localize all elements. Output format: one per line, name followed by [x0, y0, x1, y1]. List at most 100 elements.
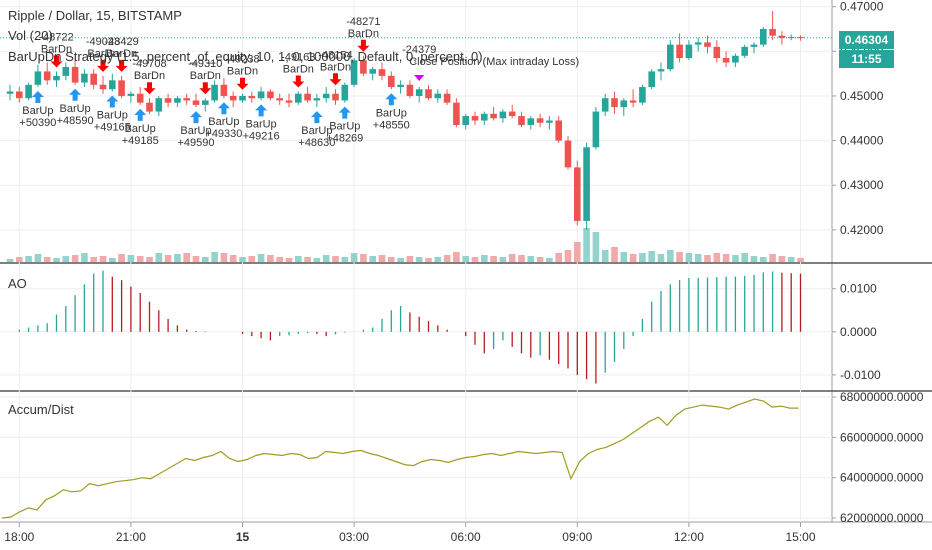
volume-bar: [574, 242, 581, 262]
candle-body: [118, 80, 125, 96]
sell-signal-label: BarDn: [227, 66, 258, 78]
volume-bar: [546, 258, 553, 262]
ad-axis-tick-label: 62000000.0000: [840, 511, 924, 525]
price-axis-tick-label: 0.45000: [840, 89, 884, 103]
volume-bar: [611, 247, 618, 262]
volume-bar: [741, 253, 748, 262]
candle-body: [425, 89, 432, 99]
candle-body: [183, 98, 190, 101]
volume-bar: [313, 258, 321, 262]
time-tick-label: 18:00: [4, 530, 34, 544]
sell-signal-label: BarDn: [348, 28, 379, 40]
volume-bar: [16, 257, 23, 262]
volume-bar: [704, 255, 711, 262]
sell-arrow: [50, 55, 63, 68]
volume-bar: [415, 257, 423, 262]
volume-bar: [732, 255, 739, 262]
volume-bar: [211, 252, 218, 262]
candle-body: [174, 98, 181, 103]
candle-body: [462, 116, 469, 125]
volume-bar: [155, 253, 163, 262]
sell-signal-label: BarDn: [320, 61, 351, 73]
buy-arrow: [134, 108, 147, 121]
buy-arrow: [69, 88, 82, 101]
volume-bar: [109, 258, 116, 262]
candle-body: [248, 95, 256, 99]
volume-bar: [397, 258, 404, 262]
buy-signal-value: +49216: [243, 130, 280, 142]
candle-body: [109, 80, 116, 90]
sell-signal-value: -48722: [39, 31, 73, 43]
candle-body: [192, 100, 200, 105]
volume-bar: [713, 253, 721, 262]
volume-bar: [174, 254, 181, 262]
buy-arrow: [338, 106, 351, 119]
sell-arrow: [329, 73, 342, 86]
candle-body: [332, 93, 339, 101]
buy-arrow: [190, 111, 202, 124]
time-tick-label: 15: [236, 530, 250, 544]
volume-bar: [453, 252, 460, 262]
buy-signal-value: +48269: [326, 133, 363, 145]
candle-body: [313, 98, 321, 101]
accum-dist-line: [1, 398, 799, 519]
ao-axis-tick-label: 0.0000: [840, 325, 877, 339]
candle-body: [350, 60, 358, 85]
candle-body: [481, 113, 488, 121]
volume-bar: [81, 253, 88, 262]
buy-arrow: [217, 102, 230, 115]
volume-bar: [192, 256, 200, 262]
volume-bar: [797, 258, 804, 262]
candle-body: [527, 118, 535, 125]
candle-body: [257, 91, 265, 99]
volume-bar: [62, 256, 70, 262]
volume-bar: [378, 255, 386, 262]
candle-body: [43, 71, 51, 81]
ad-axis-tick-label: 68000000.0000: [840, 390, 924, 404]
candle-body: [239, 95, 246, 101]
buy-signal-value: +48550: [373, 119, 410, 131]
volume-bar: [164, 255, 172, 262]
candle-body: [471, 116, 479, 121]
volume-bar: [127, 255, 135, 262]
volume-bar: [6, 259, 14, 262]
volume-bar: [490, 256, 497, 262]
buy-signal-label: BarUp: [301, 125, 332, 137]
candle-body: [202, 100, 209, 105]
buy-signal-value: +49330: [205, 128, 242, 140]
candle-body: [406, 84, 414, 96]
buy-signal-label: BarUp: [376, 107, 407, 119]
candle-body: [713, 46, 721, 59]
buy-signal-value: +50390: [19, 117, 56, 129]
volume-bar: [518, 255, 525, 262]
candle-body: [508, 111, 516, 117]
sell-arrow: [115, 59, 128, 72]
candle-body: [583, 147, 590, 221]
buy-signal-value: +49185: [122, 135, 159, 147]
sell-signal-value: -49163: [281, 51, 315, 63]
volume-bar: [350, 253, 358, 262]
last-price-tag: 0.46304: [839, 31, 894, 49]
buy-signal-label: BarUp: [180, 125, 211, 137]
sell-signal-label: BarDn: [190, 70, 221, 82]
candle-body: [787, 37, 795, 39]
volume-bar: [295, 256, 302, 262]
ao-axis-tick-label: 0.0100: [840, 282, 877, 296]
volume-bar: [434, 257, 442, 262]
candle-body: [453, 102, 460, 125]
time-tick-label: 15:00: [785, 530, 815, 544]
volume-bar: [694, 254, 702, 262]
sell-signal-label: BarDn: [41, 43, 72, 55]
volume-bar: [229, 255, 237, 262]
time-tick-label: 03:00: [339, 530, 369, 544]
candle-body: [518, 116, 525, 125]
buy-signal-value: +49165: [94, 121, 131, 133]
candle-body: [146, 102, 153, 112]
candle-body: [415, 89, 423, 96]
candle-body: [778, 35, 786, 38]
candle-body: [81, 73, 88, 83]
volume-bar: [388, 257, 395, 262]
volume-bar: [71, 255, 79, 262]
candle-body: [388, 75, 395, 88]
